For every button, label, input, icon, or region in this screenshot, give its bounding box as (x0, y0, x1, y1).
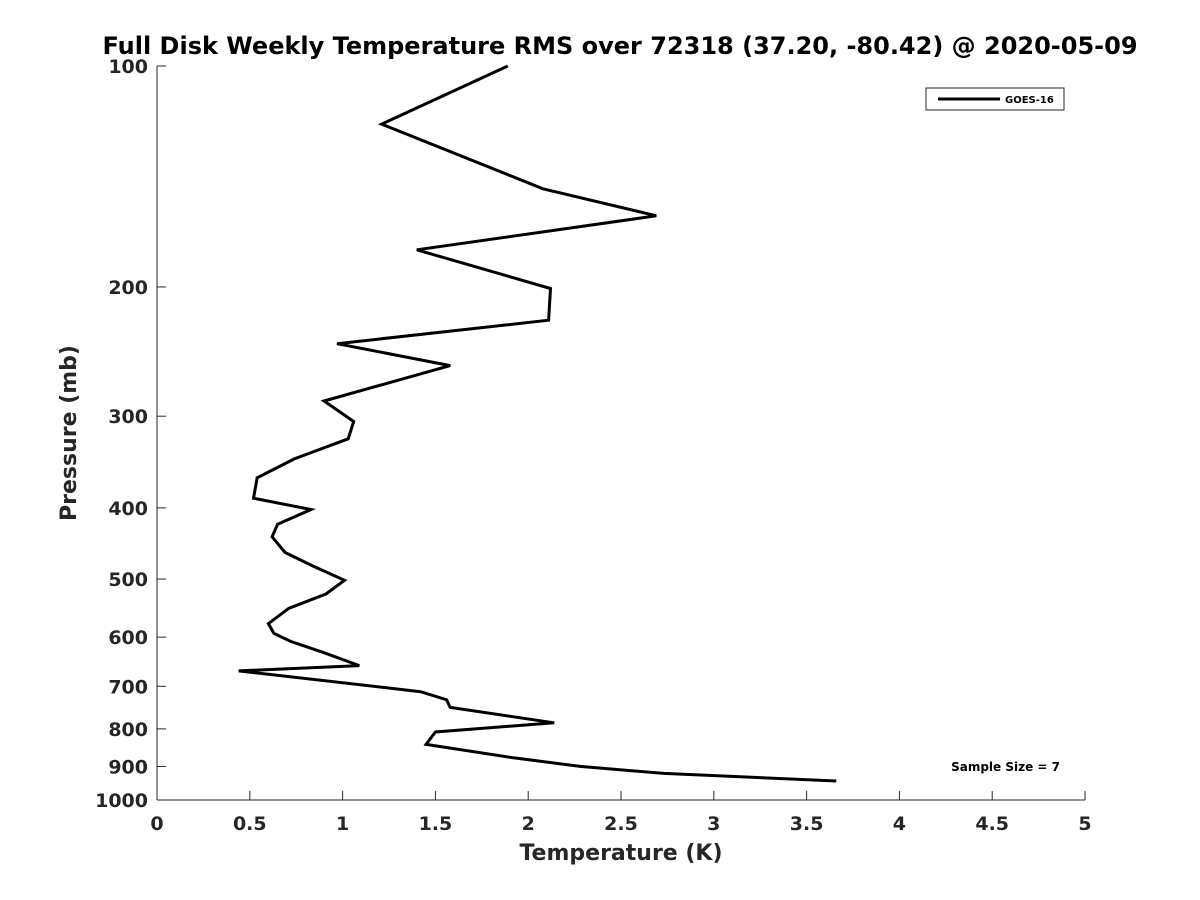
x-tick-label: 1 (336, 813, 349, 835)
x-tick-label: 0.5 (233, 813, 267, 835)
x-tick-label: 4.5 (975, 813, 1009, 835)
legend-entry-goes-16: GOES-16 (1005, 95, 1054, 106)
y-tick-label: 200 (108, 277, 148, 299)
y-tick-label: 900 (108, 756, 148, 778)
y-tick-label: 600 (108, 627, 148, 649)
y-tick-label: 800 (108, 719, 148, 741)
y-ticks: 100 200 300 400 500 600 700 800 900 1000 (95, 56, 166, 812)
y-tick-label: 1000 (95, 790, 148, 812)
y-tick-label: 300 (108, 406, 148, 428)
x-tick-label: 5 (1078, 813, 1091, 835)
x-tick-label: 1.5 (419, 813, 453, 835)
x-tick-label: 2.5 (604, 813, 638, 835)
x-ticks: 0 0.5 1 1.5 2 2.5 3 3.5 4 4.5 5 (150, 791, 1092, 835)
x-tick-label: 3.5 (790, 813, 824, 835)
x-tick-label: 2 (522, 813, 535, 835)
y-tick-label: 100 (108, 56, 148, 78)
x-tick-label: 4 (893, 813, 906, 835)
y-tick-label: 700 (108, 676, 148, 698)
series-layer (238, 64, 837, 783)
x-axis-label: Temperature (K) (519, 841, 722, 866)
legend: GOES-16 (925, 87, 1065, 111)
y-tick-label: 500 (108, 569, 148, 591)
x-tick-label: 0 (150, 813, 163, 835)
x-tick-label: 3 (707, 813, 720, 835)
sample-size-annotation: Sample Size = 7 (951, 760, 1060, 774)
series-line-goes-16 (238, 64, 837, 783)
y-tick-label: 400 (108, 498, 148, 520)
y-axis-label: Pressure (mb) (57, 345, 82, 521)
chart-title: Full Disk Weekly Temperature RMS over 72… (102, 32, 1137, 60)
